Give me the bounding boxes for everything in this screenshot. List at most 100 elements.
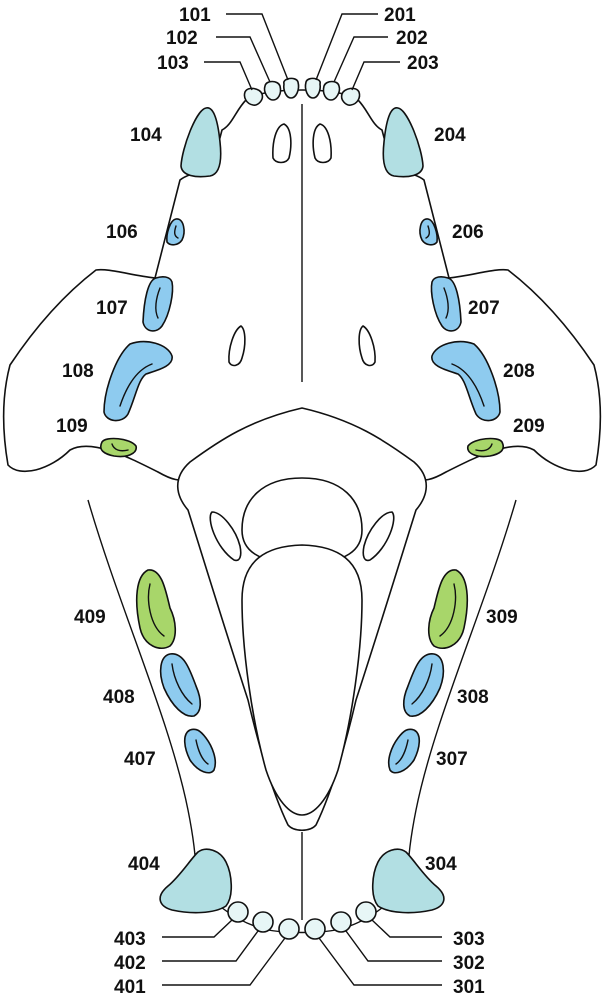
label-107: 107 bbox=[96, 298, 128, 319]
label-303: 303 bbox=[453, 929, 485, 950]
tooth-104[interactable] bbox=[180, 107, 222, 178]
palatine-foramen-left bbox=[358, 325, 376, 367]
tooth-307[interactable] bbox=[387, 728, 421, 774]
upper-jaw bbox=[2, 89, 602, 481]
label-308: 308 bbox=[457, 687, 489, 708]
tooth-107[interactable] bbox=[142, 276, 174, 332]
leader-403 bbox=[162, 919, 233, 938]
label-408: 408 bbox=[103, 687, 135, 708]
label-208: 208 bbox=[503, 361, 535, 382]
tooth-303[interactable] bbox=[355, 901, 377, 923]
tooth-207[interactable] bbox=[430, 276, 462, 332]
tooth-207-groove bbox=[443, 287, 449, 319]
mandible-right-outline bbox=[87, 499, 197, 876]
label-302: 302 bbox=[453, 953, 485, 974]
tooth-204[interactable] bbox=[382, 107, 424, 178]
leader-302 bbox=[345, 930, 442, 962]
leader-301 bbox=[318, 937, 442, 986]
leader-401 bbox=[162, 937, 286, 986]
tooth-106-groove bbox=[173, 225, 179, 239]
tooth-402[interactable] bbox=[252, 911, 274, 933]
tooth-407[interactable] bbox=[183, 728, 217, 774]
label-202: 202 bbox=[396, 28, 428, 49]
label-108: 108 bbox=[62, 361, 94, 382]
tooth-202[interactable] bbox=[322, 80, 341, 101]
tonsil-left bbox=[362, 511, 395, 562]
label-207: 207 bbox=[468, 298, 500, 319]
label-401: 401 bbox=[114, 977, 146, 996]
tooth-102[interactable] bbox=[263, 80, 282, 101]
tooth-307-groove bbox=[395, 739, 409, 765]
label-106: 106 bbox=[106, 222, 138, 243]
label-203: 203 bbox=[407, 53, 439, 74]
incisive-foramen-left bbox=[312, 123, 332, 164]
tooth-301[interactable] bbox=[304, 918, 326, 940]
label-402: 402 bbox=[114, 953, 146, 974]
tooth-407-groove bbox=[195, 739, 209, 765]
label-102: 102 bbox=[166, 28, 198, 49]
tooth-201[interactable] bbox=[304, 77, 321, 99]
leader-201 bbox=[315, 13, 378, 81]
leader-102 bbox=[216, 36, 271, 83]
label-307: 307 bbox=[436, 749, 468, 770]
label-407: 407 bbox=[124, 749, 156, 770]
tooth-107-groove bbox=[155, 287, 161, 319]
tooth-401[interactable] bbox=[278, 918, 300, 940]
label-103: 103 bbox=[157, 53, 189, 74]
tooth-203[interactable] bbox=[340, 87, 361, 106]
tooth-409[interactable] bbox=[135, 569, 177, 650]
label-209: 209 bbox=[513, 416, 545, 437]
label-204: 204 bbox=[434, 125, 466, 146]
label-403: 403 bbox=[114, 929, 146, 950]
label-404: 404 bbox=[128, 854, 160, 875]
tooth-109-groove bbox=[111, 443, 129, 452]
tooth-408[interactable] bbox=[159, 653, 202, 717]
leader-103 bbox=[204, 61, 253, 91]
label-206: 206 bbox=[452, 222, 484, 243]
tooth-209-groove bbox=[475, 443, 493, 452]
tooth-308-groove bbox=[411, 663, 433, 705]
tooth-208[interactable] bbox=[431, 340, 501, 422]
leader-101 bbox=[226, 13, 289, 81]
label-201: 201 bbox=[384, 5, 416, 26]
tooth-101[interactable] bbox=[283, 77, 300, 99]
tooth-304[interactable] bbox=[371, 848, 445, 914]
mandible-left-outline bbox=[407, 499, 517, 876]
incisive-foramen-right bbox=[272, 123, 292, 164]
tooth-409-groove bbox=[147, 583, 165, 637]
tooth-309[interactable] bbox=[427, 569, 469, 650]
leader-402 bbox=[162, 930, 259, 962]
palatine-foramen-right bbox=[228, 325, 246, 367]
leader-202 bbox=[333, 36, 388, 83]
upper-teeth bbox=[99, 77, 505, 458]
label-109: 109 bbox=[56, 416, 88, 437]
tooth-209[interactable] bbox=[467, 437, 505, 458]
tooth-302[interactable] bbox=[330, 911, 352, 933]
label-301: 301 bbox=[453, 977, 485, 996]
tooth-109[interactable] bbox=[99, 437, 137, 458]
tooth-408-groove bbox=[171, 663, 193, 705]
leader-203 bbox=[351, 61, 400, 91]
lower-teeth bbox=[135, 569, 469, 940]
tooth-208-groove bbox=[451, 363, 485, 407]
label-309: 309 bbox=[486, 607, 518, 628]
label-304: 304 bbox=[425, 854, 457, 875]
tooth-103[interactable] bbox=[243, 87, 264, 106]
tongue bbox=[241, 544, 363, 816]
tooth-308[interactable] bbox=[402, 653, 445, 717]
tonsil-right bbox=[209, 511, 242, 562]
leader-lines bbox=[162, 13, 442, 986]
label-101: 101 bbox=[179, 5, 211, 26]
leader-303 bbox=[371, 919, 442, 938]
tooth-403[interactable] bbox=[227, 901, 249, 923]
tooth-309-groove bbox=[439, 583, 457, 637]
tooth-206-groove bbox=[425, 225, 431, 239]
tooth-labels: 101 102 103 201 202 203 104 204 106 206 … bbox=[56, 5, 545, 996]
label-104: 104 bbox=[130, 125, 162, 146]
label-409: 409 bbox=[74, 607, 106, 628]
tooth-108[interactable] bbox=[103, 340, 173, 422]
tooth-404[interactable] bbox=[159, 848, 233, 914]
tooth-108-groove bbox=[119, 363, 153, 407]
